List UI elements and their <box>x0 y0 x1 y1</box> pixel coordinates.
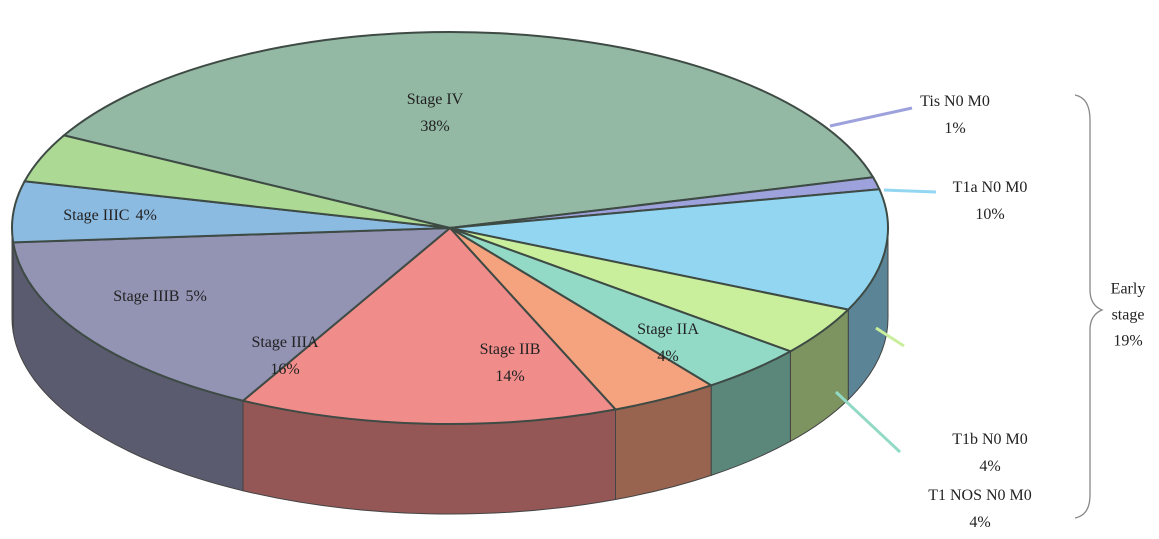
slice <box>449 188 889 311</box>
leader-line <box>829 106 913 128</box>
label-value: 4% <box>969 514 990 531</box>
slice <box>240 226 618 425</box>
label-value: 10% <box>975 206 1004 223</box>
leader-line <box>834 390 902 454</box>
label-category: Stage IIIA <box>251 334 319 351</box>
annotation: 19% <box>1113 333 1142 350</box>
label-value: 4% <box>657 348 678 365</box>
label-category: Stage IV <box>407 91 464 108</box>
label-category: Stage IIIB <box>113 288 179 305</box>
data-label: T1b N0 M0 4% <box>952 431 1028 475</box>
label-value: 1% <box>944 120 965 137</box>
label-category: Stage IIA <box>637 321 699 338</box>
data-label: Stage IIA 4% <box>637 321 699 365</box>
label-category: T1b N0 M0 <box>952 431 1028 448</box>
data-label: T1a N0 M0 10% <box>953 179 1028 223</box>
slice <box>61 31 875 230</box>
label-category: Stage IIIC <box>63 207 129 224</box>
label-category: Stage IIB <box>480 341 541 358</box>
data-label: T1 NOS N0 M0 4% <box>928 487 1032 531</box>
label-value: 38% <box>420 118 449 135</box>
label-category: T1 NOS N0 M0 <box>928 487 1032 504</box>
label-value: 16% <box>270 361 299 378</box>
label-category: Tis N0 M0 <box>920 93 990 110</box>
data-label: Stage IIIB 5% <box>113 288 207 305</box>
label-value: 5% <box>185 288 206 305</box>
annotation: stage <box>1112 307 1145 324</box>
label-category: T1a N0 M0 <box>953 179 1028 196</box>
data-label: Stage IIIA 16% <box>251 334 319 378</box>
data-label: Stage IIB 14% <box>480 341 541 385</box>
annotation: Early <box>1111 281 1146 298</box>
data-label: Tis N0 M0 1% <box>920 93 990 137</box>
brace <box>1074 94 1104 519</box>
leader-line <box>875 326 905 348</box>
slice <box>23 134 451 229</box>
data-label: Stage IIIC 4% <box>63 207 157 224</box>
label-value: 4% <box>135 207 156 224</box>
data-label: Stage IV 38% <box>407 91 464 135</box>
label-value: 4% <box>979 458 1000 475</box>
label-value: 14% <box>495 368 524 385</box>
slice <box>12 226 453 402</box>
leader-line <box>883 188 937 194</box>
